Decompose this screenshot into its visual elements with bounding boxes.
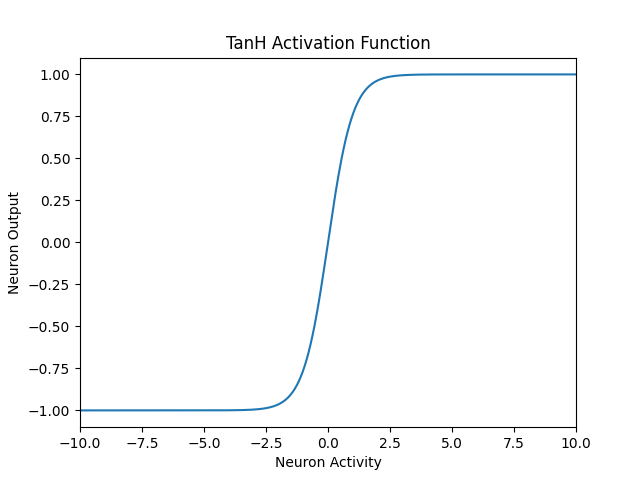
Y-axis label: Neuron Output: Neuron Output [8,191,22,294]
X-axis label: Neuron Activity: Neuron Activity [275,456,381,470]
Title: TanH Activation Function: TanH Activation Function [226,35,430,53]
